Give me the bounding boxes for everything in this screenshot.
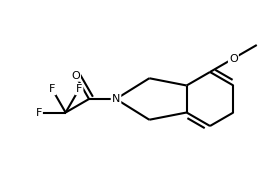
Text: F: F xyxy=(49,84,55,94)
Text: F: F xyxy=(35,108,42,118)
Text: O: O xyxy=(71,71,80,81)
Text: F: F xyxy=(76,84,82,94)
Text: O: O xyxy=(229,54,238,64)
Text: N: N xyxy=(112,94,120,104)
